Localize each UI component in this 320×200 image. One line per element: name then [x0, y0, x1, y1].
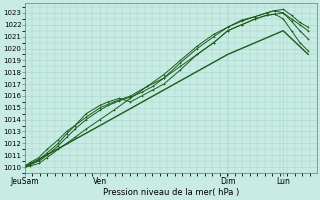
X-axis label: Pression niveau de la mer( hPa ): Pression niveau de la mer( hPa ): [103, 188, 239, 197]
